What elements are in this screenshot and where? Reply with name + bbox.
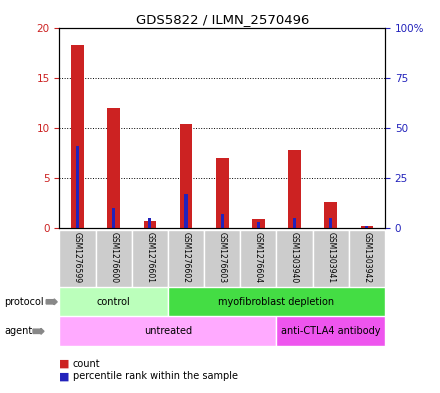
Title: GDS5822 / ILMN_2570496: GDS5822 / ILMN_2570496 <box>136 13 309 26</box>
Bar <box>324 202 337 228</box>
Text: GSM1276603: GSM1276603 <box>218 231 227 283</box>
Bar <box>293 218 296 228</box>
Text: anti-CTLA4 antibody: anti-CTLA4 antibody <box>281 326 381 336</box>
Bar <box>216 158 228 228</box>
Bar <box>313 230 349 287</box>
Bar <box>257 222 260 228</box>
Bar <box>184 194 187 228</box>
Bar <box>132 230 168 287</box>
Bar <box>112 208 115 228</box>
Text: protocol: protocol <box>4 297 44 307</box>
Text: GSM1276601: GSM1276601 <box>145 231 154 283</box>
Text: GSM1276599: GSM1276599 <box>73 231 82 283</box>
Bar <box>240 230 276 287</box>
Bar <box>168 287 385 316</box>
Bar <box>107 108 120 228</box>
Bar <box>349 230 385 287</box>
Text: GSM1276604: GSM1276604 <box>254 231 263 283</box>
Text: untreated: untreated <box>144 326 192 336</box>
Text: GSM1303942: GSM1303942 <box>363 231 371 283</box>
Bar <box>180 124 192 228</box>
Text: GSM1276600: GSM1276600 <box>109 231 118 283</box>
Bar <box>288 150 301 228</box>
Text: GSM1303941: GSM1303941 <box>326 231 335 283</box>
Text: count: count <box>73 358 100 369</box>
Text: ■: ■ <box>59 371 70 382</box>
Bar <box>76 146 79 228</box>
Bar <box>276 230 313 287</box>
Bar <box>361 226 373 228</box>
Text: control: control <box>97 297 131 307</box>
Bar <box>59 230 95 287</box>
Bar <box>143 221 156 228</box>
Bar <box>95 230 132 287</box>
Bar <box>276 316 385 346</box>
Bar <box>220 214 224 228</box>
Bar <box>365 226 368 228</box>
Text: ■: ■ <box>59 358 70 369</box>
Bar <box>59 287 168 316</box>
Bar <box>168 230 204 287</box>
Bar <box>204 230 240 287</box>
Bar <box>71 44 84 228</box>
Text: GSM1303940: GSM1303940 <box>290 231 299 283</box>
Bar <box>252 219 265 228</box>
Text: agent: agent <box>4 326 33 336</box>
Bar <box>329 218 332 228</box>
Text: percentile rank within the sample: percentile rank within the sample <box>73 371 238 382</box>
Text: myofibroblast depletion: myofibroblast depletion <box>218 297 334 307</box>
Bar <box>148 218 151 228</box>
Bar <box>59 316 276 346</box>
Text: GSM1276602: GSM1276602 <box>182 231 191 283</box>
